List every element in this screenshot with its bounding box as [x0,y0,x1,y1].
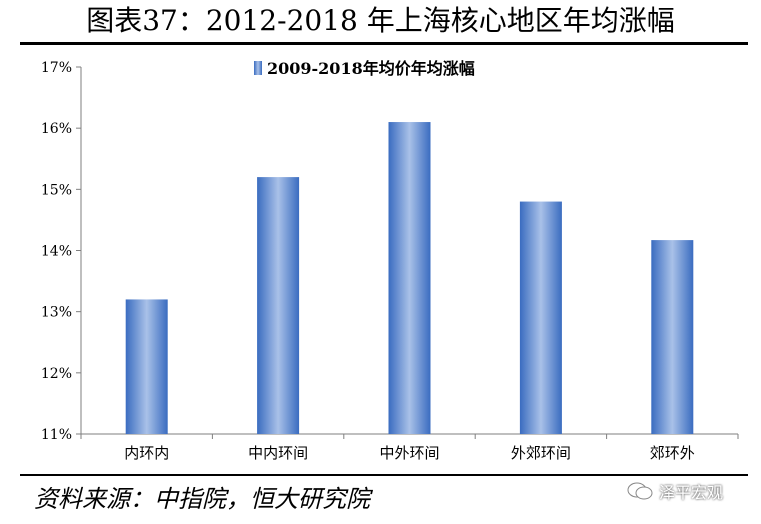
x-tick-label: 内环内 [124,444,169,462]
labels: 11% 12% 13% 14% 15% 16% 17% 内环内 中内环间 中外环间 外郊环间 郊环外 [41,60,695,462]
y-tick-label: 11% [41,427,72,443]
y-tick-label: 15% [41,182,72,198]
chart-title: 图表37：2012-2018 年上海核心地区年均涨幅 [86,4,675,37]
legend: 2009-2018年均价年均涨幅 [254,59,475,78]
bar-chart: 11%12%13%14%15%16%17%内环内 中内环间 中外环间 外郊环间 郊环外 … [41,59,739,462]
watermark: 泽平宏观 [627,478,723,504]
title-divider [20,42,748,45]
y-tick-label: 14% [41,244,72,260]
bar [651,240,694,434]
x-tick-label: 中外环间 [379,444,439,462]
footer-divider [20,474,748,476]
watermark-text: 泽平宏观 [659,483,724,502]
legend-label: 2009-2018年均价年均涨幅 [267,59,475,78]
bars [125,122,694,435]
legend-swatch [254,61,262,75]
source-note: 资料来源：中指院，恒大研究院 [34,485,370,513]
bar [388,122,431,435]
y-tick-label: 17% [41,60,72,76]
y-tick-label: 16% [41,121,72,137]
y-tick-label: 12% [41,366,72,382]
bar [125,299,168,434]
wechat-icon [627,482,653,500]
x-tick-label: 外郊环间 [511,444,571,462]
x-tick-label: 中内环间 [248,444,308,462]
bar [257,177,300,434]
bar [519,201,562,434]
x-tick-label: 郊环外 [650,444,695,462]
y-tick-label: 13% [41,305,72,321]
